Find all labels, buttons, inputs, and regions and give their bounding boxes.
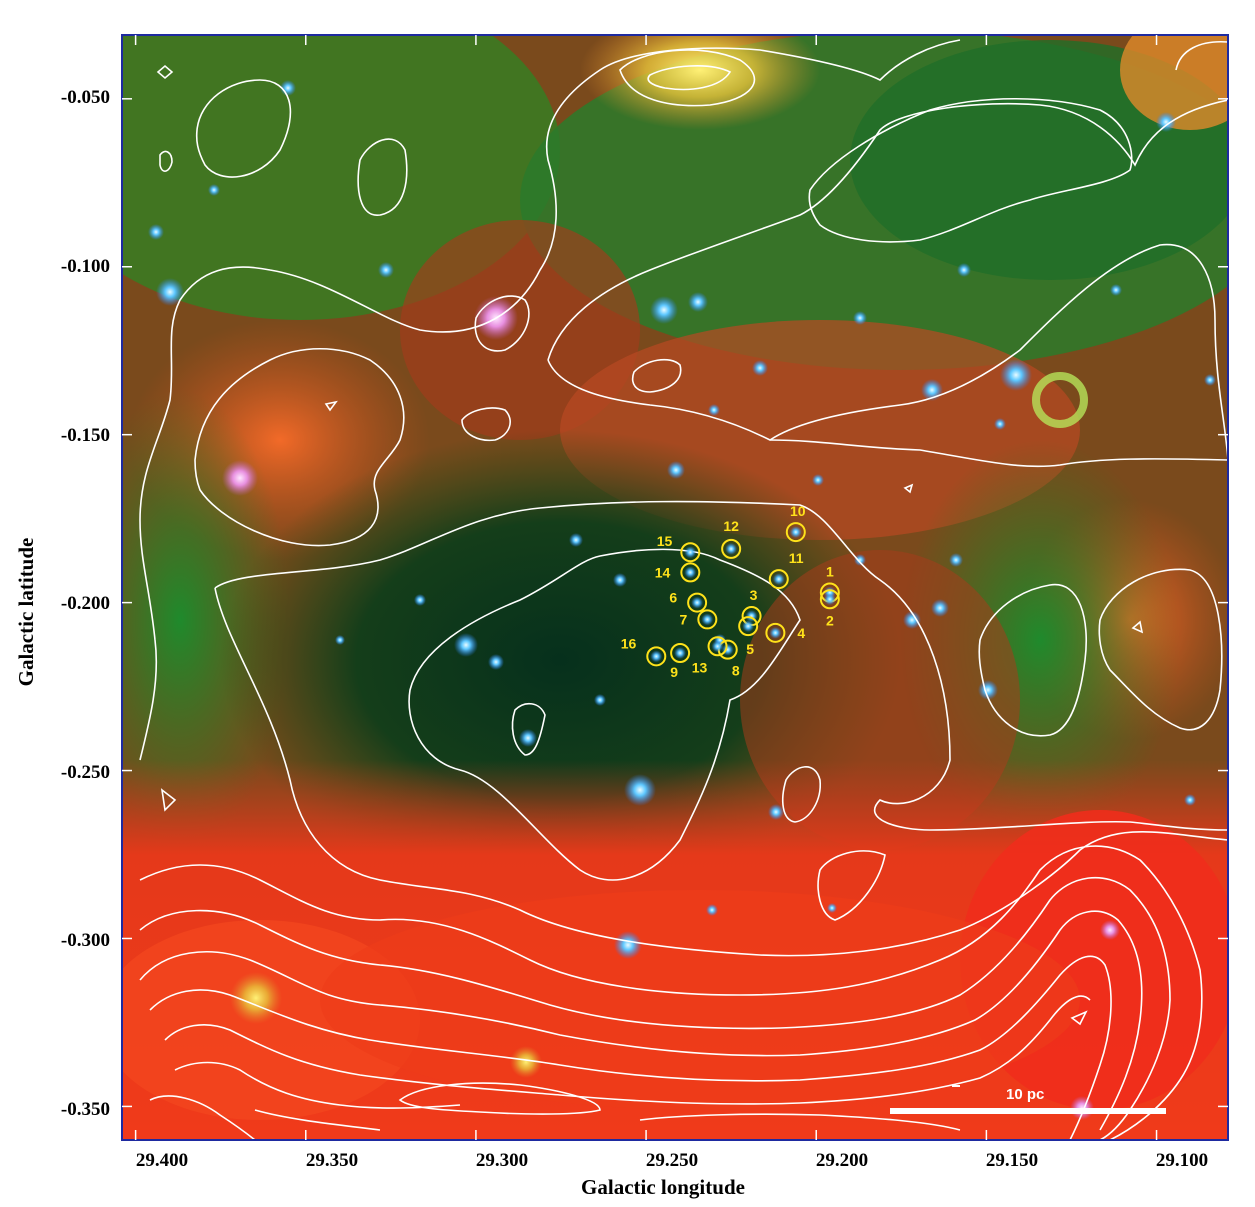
cluster-star-core [772,573,785,586]
cluster-star: 2 [819,589,840,628]
cluster-star: 12 [721,518,742,559]
x-tick-label: 29.300 [476,1150,528,1171]
cluster-star: 13 [692,636,728,675]
cluster-star-marker [646,646,667,667]
field-stars [148,80,1216,959]
cluster-star-label: 12 [723,518,739,534]
y-tick-label: -0.100 [61,256,110,277]
y-tick-label: -0.300 [61,930,110,951]
y-tick-label: -0.350 [61,1099,110,1120]
y-tick-label: -0.050 [61,87,110,108]
scale-bar-label: 10 pc [1006,1086,1044,1103]
cluster-star-marker [670,642,691,663]
y-tick-label: -0.200 [61,593,110,614]
cluster-star-core [650,650,663,663]
cluster-star-label: 2 [826,612,834,628]
cluster-star-marker [697,609,718,630]
cluster-star-label: 3 [750,587,758,603]
cluster-star-label: 10 [790,503,806,519]
cluster-star: 4 [765,622,805,643]
cluster-star: 9 [670,642,691,680]
cluster-star-label: 9 [670,664,678,680]
cluster-star-marker [765,622,786,643]
y-tick-labels: -0.050 -0.100 -0.150 -0.200 -0.250 -0.30… [61,87,110,1120]
cluster-star-marker [687,592,708,613]
cluster-star-marker [721,538,742,559]
x-tick-label: 29.250 [646,1150,698,1171]
cluster-star-label: 6 [669,590,677,606]
y-tick-label: -0.250 [61,762,110,783]
cluster-star-core [742,620,755,633]
cluster-star: 16 [621,635,667,667]
x-tick-label: 29.100 [1156,1150,1208,1171]
cluster-star-label: 14 [655,564,671,580]
cluster-star: 11 [768,550,804,590]
cluster-star-label: 11 [789,550,804,566]
x-tick-label: 29.350 [306,1150,358,1171]
x-tick-label: 29.200 [816,1150,868,1171]
cluster-star-core [725,542,738,555]
cluster-star-label: 15 [657,533,673,549]
y-tick-label: -0.150 [61,425,110,446]
cluster-star-core [701,613,714,626]
x-tick-label: 29.400 [136,1150,188,1171]
sky-image [122,35,1228,1140]
cluster-star-core [684,546,697,559]
cluster-star-marker [680,562,701,583]
cluster-star: 10 [785,503,806,543]
cluster-star-label: 1 [826,564,834,580]
cluster-star-core [674,646,687,659]
cluster-star-marker [738,616,759,637]
cluster-star-core [769,626,782,639]
cluster-star-core [711,640,724,653]
cluster-star: 15 [657,533,701,563]
cluster-star: 5 [738,616,759,657]
cluster-star-marker [707,636,728,657]
tick-marks [122,35,1228,1140]
cluster-star-label: 13 [692,659,708,675]
cluster-star-label: 7 [680,611,688,627]
cluster-star-core [789,526,802,539]
cluster-star: 14 [655,562,701,583]
cluster-star-label: 16 [621,635,637,651]
contour-lines [139,39,1228,1140]
cluster-star-marker [819,589,840,610]
cluster-star: 7 [680,609,718,630]
x-tick-labels: 29.400 29.350 29.300 29.250 29.200 29.15… [136,1150,1208,1171]
cluster-star-label: 4 [797,625,805,641]
y-axis-title: Galactic latitude [14,538,38,687]
x-axis-title: Galactic longitude [581,1175,745,1199]
plot-frame [121,34,1229,1141]
cluster-star-core [684,566,697,579]
cluster-star-core [823,593,836,606]
cluster-star-marker [680,542,701,563]
cluster-star-label: 8 [732,663,740,679]
x-tick-label: 29.150 [986,1150,1038,1171]
cluster-star-label: 5 [746,641,754,657]
cluster-star-marker [785,522,806,543]
cluster-star-marker [768,569,789,590]
cluster-star-core [691,596,704,609]
scale-bar: 10 pc [890,1085,1166,1114]
cluster-star: 6 [669,590,708,613]
